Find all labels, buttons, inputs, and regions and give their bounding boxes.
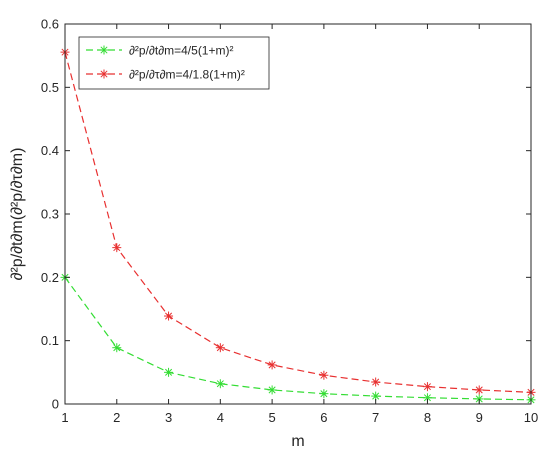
x-tick-label: 7 bbox=[372, 410, 379, 425]
series-2-point bbox=[112, 243, 122, 253]
legend-marker-1 bbox=[99, 45, 109, 55]
series-1-point bbox=[319, 389, 329, 399]
series-2-point bbox=[422, 382, 432, 392]
y-tick-label: 0.1 bbox=[41, 333, 59, 348]
y-tick-label: 0.4 bbox=[41, 143, 59, 158]
x-tick-label: 4 bbox=[217, 410, 224, 425]
x-axis-label: m bbox=[291, 433, 304, 450]
series-1-point bbox=[267, 385, 277, 395]
series-1-point bbox=[371, 391, 381, 401]
series-2-point bbox=[215, 343, 225, 353]
x-tick-label: 10 bbox=[524, 410, 538, 425]
x-tick-label: 6 bbox=[320, 410, 327, 425]
legend-items: ∂²p/∂t∂m=4/5(1+m)² ∂²p/∂τ∂m=4/1.8(1+m)² bbox=[86, 44, 245, 82]
x-axis: 1 2 3 4 5 6 7 8 9 10 bbox=[61, 24, 538, 425]
series-1-point bbox=[164, 367, 174, 377]
y-tick-label: 0.5 bbox=[41, 80, 59, 95]
x-tick-label: 9 bbox=[476, 410, 483, 425]
y-tick-label: 0 bbox=[52, 397, 59, 412]
x-tick-label: 2 bbox=[113, 410, 120, 425]
x-tick-label: 8 bbox=[424, 410, 431, 425]
series-1-line bbox=[64, 276, 532, 401]
series-2-point bbox=[267, 360, 277, 370]
legend: ∂²p/∂t∂m=4/5(1+m)² ∂²p/∂τ∂m=4/1.8(1+m)² bbox=[78, 36, 270, 90]
y-axis: 0 0.1 0.2 0.3 0.4 0.5 0.6 bbox=[41, 17, 531, 412]
series-1-point bbox=[112, 343, 122, 353]
x-tick-label: 5 bbox=[268, 410, 275, 425]
legend-marker-2 bbox=[99, 69, 109, 79]
y-tick-label: 0.3 bbox=[41, 207, 59, 222]
y-axis-label: ∂²p/∂t∂m(∂²p/∂τ∂m) bbox=[9, 148, 26, 281]
series-2-point bbox=[319, 370, 329, 380]
series-1-point bbox=[422, 393, 432, 403]
series-2-line bbox=[64, 51, 532, 393]
y-tick-label: 0.6 bbox=[41, 17, 59, 32]
x-tick-label: 1 bbox=[61, 410, 68, 425]
series-2-point bbox=[474, 385, 484, 395]
series-2-point bbox=[164, 311, 174, 321]
series-2-point bbox=[371, 377, 381, 387]
legend-box bbox=[78, 36, 270, 90]
x-tick-label: 3 bbox=[165, 410, 172, 425]
y-tick-label: 0.2 bbox=[41, 270, 59, 285]
series-1-point bbox=[215, 379, 225, 389]
legend-label-2: ∂²p/∂τ∂m=4/1.8(1+m)² bbox=[129, 68, 245, 82]
legend-label-1: ∂²p/∂t∂m=4/5(1+m)² bbox=[129, 44, 233, 58]
